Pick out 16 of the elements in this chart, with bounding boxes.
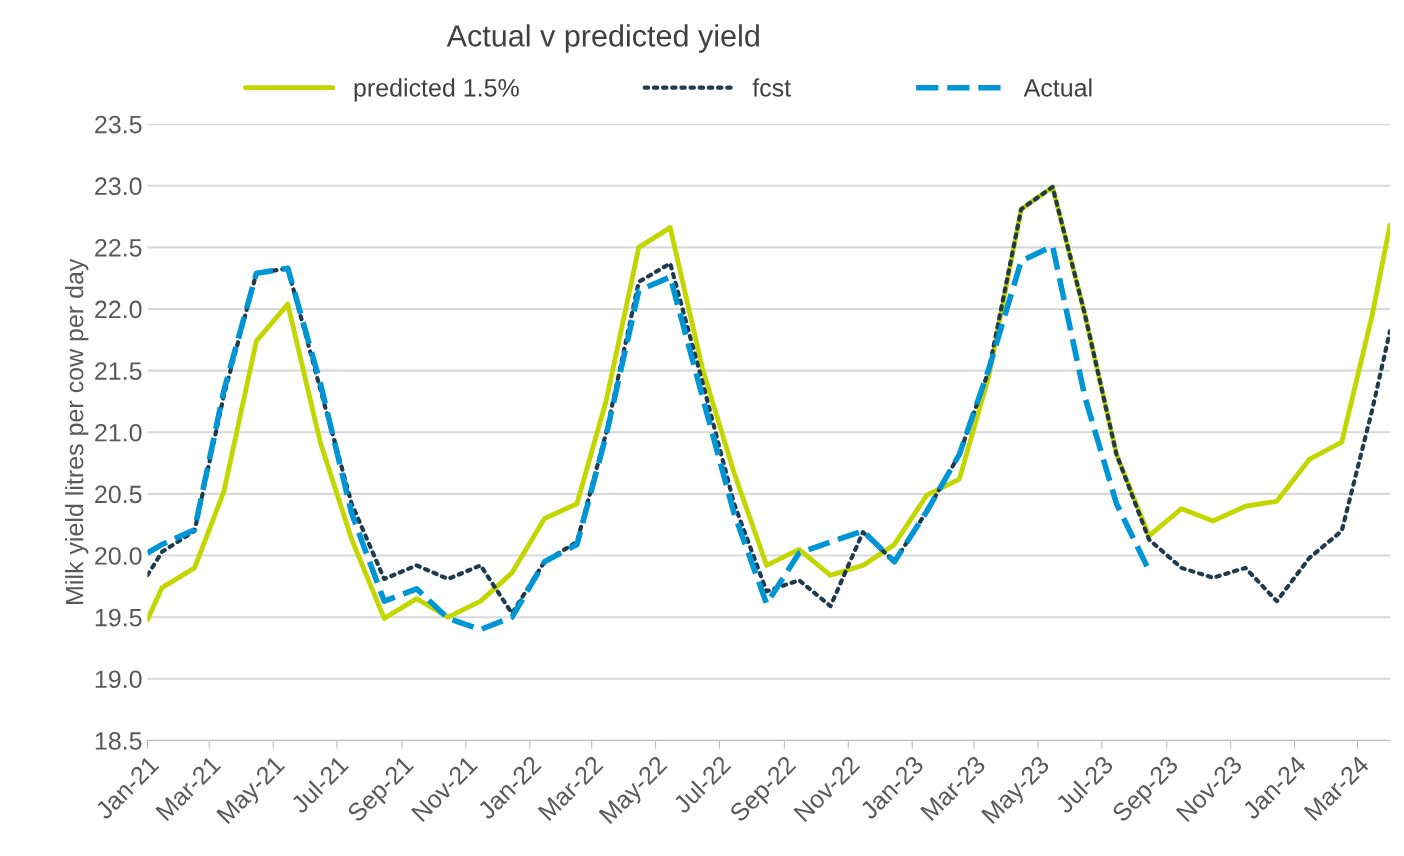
y-tick-label: 19.5 [95,608,142,627]
legend-label: fcst [752,78,791,97]
y-axis-title: Milk yield litres per cow per day [65,258,89,604]
y-tick-label: 18.5 [95,732,142,750]
y-tick-label: 23.5 [95,115,142,134]
legend-label: predicted 1.5% [354,78,519,102]
legend-label: Actual [1023,78,1092,97]
y-tick-label: 19.0 [95,670,142,689]
y-tick-label: 22.5 [95,238,142,257]
y-tick-label: 20.5 [95,485,142,504]
chart-title: Actual v predicted yield [446,24,759,53]
y-tick-label: 20.0 [95,547,142,565]
y-tick-label: 23.0 [95,177,142,196]
y-tick-label: 21.5 [95,362,142,380]
y-tick-label: 22.0 [95,300,142,319]
y-tick-label: 21.0 [95,423,142,442]
